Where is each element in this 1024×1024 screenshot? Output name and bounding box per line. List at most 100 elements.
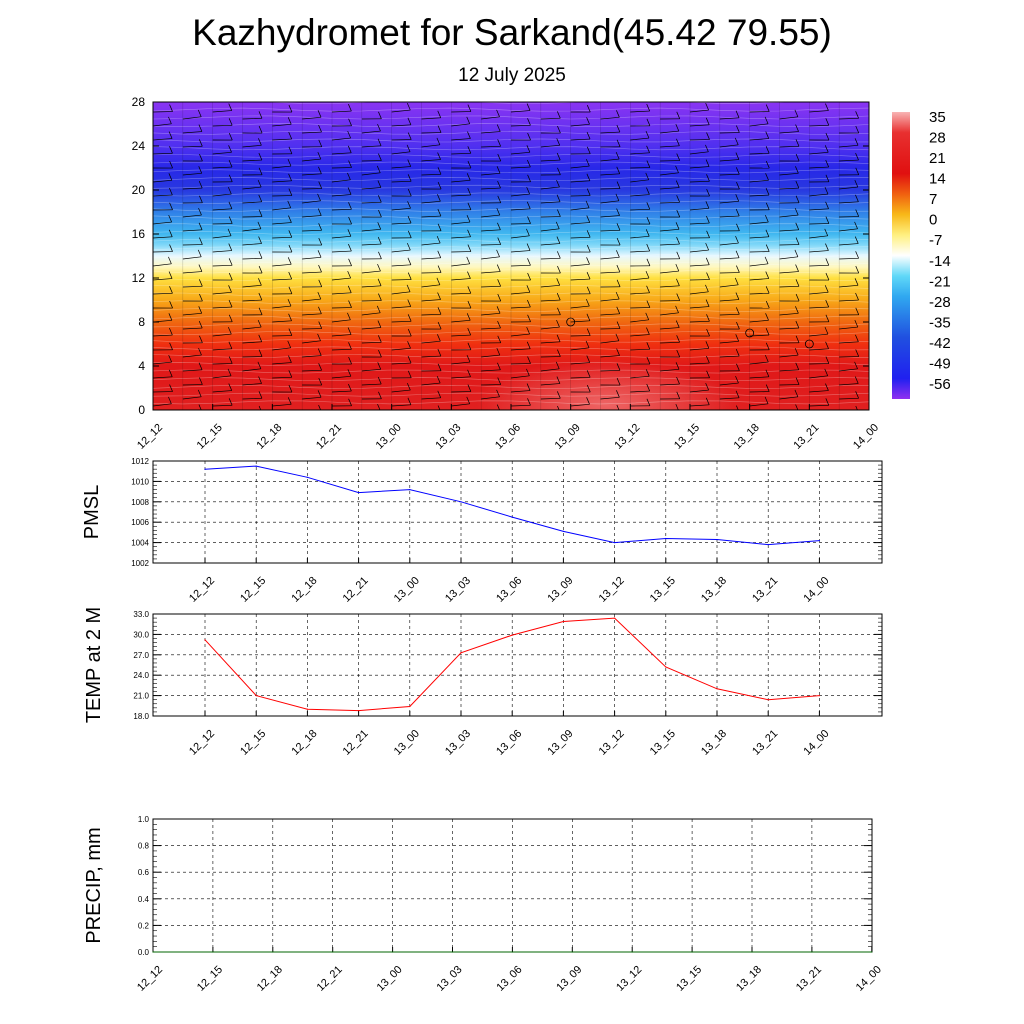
wind-barb-flag bbox=[287, 397, 292, 405]
wind-barb bbox=[331, 348, 352, 351]
wind-barb-flag bbox=[556, 152, 561, 161]
wind-barb-flag bbox=[706, 370, 710, 378]
wind-barb bbox=[809, 348, 829, 351]
wind-barb bbox=[839, 284, 859, 288]
wind-barb-flag bbox=[616, 404, 620, 410]
wind-barb-flag bbox=[825, 398, 830, 406]
wind-barb-flag bbox=[557, 349, 561, 357]
wind-barb bbox=[331, 110, 352, 113]
x-tick-label: 12_21 bbox=[341, 575, 371, 605]
wind-barb bbox=[540, 144, 560, 148]
wind-barb-flag bbox=[705, 382, 709, 391]
data-point bbox=[767, 544, 769, 546]
wind-barb bbox=[451, 292, 471, 295]
wind-barb bbox=[421, 382, 441, 386]
wind-barb bbox=[689, 347, 709, 351]
wind-barb bbox=[421, 313, 441, 316]
wind-barb-flag bbox=[675, 362, 680, 370]
x-tick-label: 12_12 bbox=[187, 575, 217, 605]
wind-barb-flag bbox=[258, 167, 263, 175]
x-tick-label: 14_00 bbox=[854, 964, 884, 994]
wind-barb bbox=[272, 362, 292, 365]
wind-barb-flag bbox=[348, 342, 352, 350]
wind-barb-flag bbox=[197, 109, 202, 117]
wind-barb-flag bbox=[348, 398, 352, 406]
wind-barb-flag bbox=[885, 370, 888, 377]
wind-barb-flag bbox=[885, 257, 888, 264]
wind-barb bbox=[660, 201, 680, 204]
wind-barb bbox=[481, 172, 501, 176]
wind-barb bbox=[570, 165, 590, 169]
wind-barb-flag bbox=[556, 334, 561, 342]
wind-barb bbox=[630, 334, 650, 337]
wind-barb-flag bbox=[406, 284, 411, 292]
wind-barb bbox=[481, 229, 501, 232]
wind-barb bbox=[153, 334, 173, 337]
data-point bbox=[409, 705, 411, 708]
wind-barb bbox=[601, 412, 620, 413]
wind-barb bbox=[391, 389, 411, 393]
wind-barb bbox=[451, 221, 471, 225]
wind-barb bbox=[302, 369, 322, 372]
wind-barb bbox=[421, 159, 441, 162]
wind-barb-flag bbox=[198, 222, 203, 230]
wind-barb-flag bbox=[885, 397, 888, 404]
data-point bbox=[272, 951, 274, 953]
wind-barb-flag bbox=[407, 370, 412, 378]
contour-line bbox=[153, 323, 869, 328]
wind-barb bbox=[242, 201, 262, 204]
wind-barb bbox=[779, 172, 799, 176]
wind-barb-flag bbox=[347, 172, 351, 180]
wind-barb-flag bbox=[616, 166, 621, 174]
heatmap-field bbox=[153, 102, 869, 410]
wind-barb bbox=[660, 145, 680, 148]
wind-barb bbox=[302, 158, 321, 162]
wind-barb-flag bbox=[317, 110, 322, 118]
data-point bbox=[212, 951, 214, 953]
wind-barb-flag bbox=[467, 286, 472, 294]
wind-barb bbox=[361, 270, 381, 274]
wind-barb bbox=[540, 201, 561, 204]
wind-barb-flag bbox=[556, 319, 560, 328]
data-point bbox=[511, 951, 513, 953]
wind-barb-flag bbox=[526, 326, 530, 335]
wind-barb-flag bbox=[407, 215, 412, 224]
wind-barb bbox=[719, 200, 739, 204]
wind-barb bbox=[809, 375, 828, 379]
contour-line bbox=[153, 123, 869, 128]
wind-barb-flag bbox=[228, 186, 232, 195]
wind-barb-flag bbox=[794, 109, 799, 117]
wind-barb-flag bbox=[586, 215, 591, 223]
x-tick-label: 12_21 bbox=[341, 728, 371, 758]
data-point bbox=[204, 468, 206, 470]
wind-barb bbox=[242, 186, 262, 190]
wind-barb-flag bbox=[706, 132, 710, 140]
contour-line bbox=[153, 384, 869, 389]
wind-barb-flag bbox=[288, 188, 293, 196]
data-point bbox=[751, 951, 753, 953]
x-tick-label: 13_21 bbox=[750, 728, 780, 758]
wind-barb bbox=[153, 278, 173, 281]
wind-barb-flag bbox=[437, 208, 442, 217]
wind-barb bbox=[421, 173, 441, 176]
wind-barb bbox=[272, 376, 292, 379]
wind-barb bbox=[451, 138, 471, 141]
contour-line bbox=[153, 107, 869, 112]
wind-barb bbox=[331, 334, 352, 337]
wind-barb bbox=[630, 208, 650, 211]
wind-barb-flag bbox=[496, 404, 500, 410]
wind-barb-flag bbox=[199, 195, 203, 203]
wind-barb-flag bbox=[377, 222, 382, 230]
wind-barb-flag bbox=[228, 398, 233, 406]
data-point bbox=[451, 951, 454, 953]
wind-barb-flag bbox=[407, 188, 412, 197]
wind-barb bbox=[182, 327, 203, 330]
data-point bbox=[665, 666, 667, 668]
wind-barb-flag bbox=[615, 291, 620, 300]
wind-barb-flag bbox=[169, 244, 173, 252]
wind-barb-flag bbox=[646, 258, 651, 266]
wind-barb bbox=[630, 277, 650, 281]
wind-barb bbox=[749, 152, 770, 155]
wind-barb-flag bbox=[886, 245, 889, 252]
wind-barb-flag bbox=[467, 244, 472, 252]
